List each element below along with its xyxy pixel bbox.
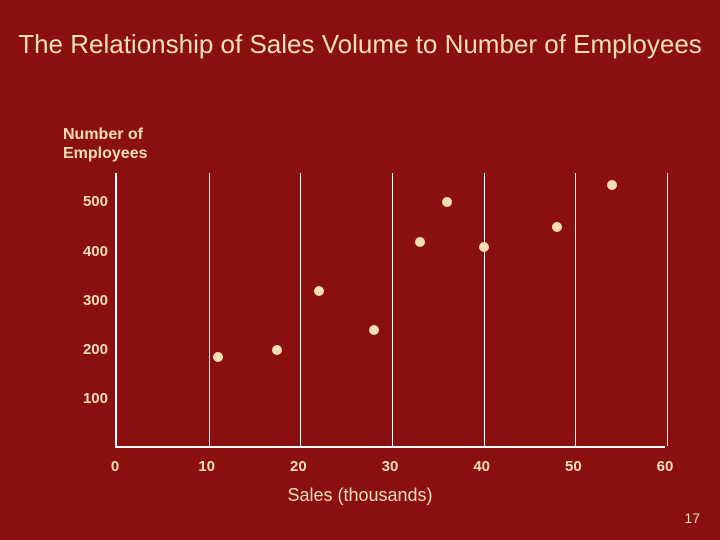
y-axis-label: Number ofEmployees [63,125,147,163]
x-tick-label: 50 [553,458,593,475]
scatter-point [415,237,425,247]
scatter-point [272,345,282,355]
x-tick-label: 10 [187,458,227,475]
gridline-vertical [575,173,576,446]
plot-area [115,173,665,448]
x-axis-label: Sales (thousands) [260,485,460,506]
slide: The Relationship of Sales Volume to Numb… [0,0,720,540]
gridline-vertical [300,173,301,446]
x-tick-label: 0 [95,458,135,475]
scatter-point [314,286,324,296]
gridline-vertical [484,173,485,446]
y-tick-label: 500 [63,193,108,210]
x-tick-label: 40 [462,458,502,475]
scatter-point [552,222,562,232]
x-tick-label: 60 [645,458,685,475]
scatter-point [442,197,452,207]
gridline-vertical [392,173,393,446]
page-number: 17 [684,510,700,526]
x-tick-label: 30 [370,458,410,475]
y-tick-label: 400 [63,243,108,260]
y-tick-label: 200 [63,341,108,358]
x-tick-label: 20 [278,458,318,475]
scatter-point [479,242,489,252]
scatter-point [213,352,223,362]
gridline-vertical [667,173,668,446]
gridline-vertical [209,173,210,446]
y-tick-label: 300 [63,292,108,309]
scatter-point [369,325,379,335]
scatter-point [607,180,617,190]
chart-title: The Relationship of Sales Volume to Numb… [0,28,720,61]
y-tick-label: 100 [63,390,108,407]
